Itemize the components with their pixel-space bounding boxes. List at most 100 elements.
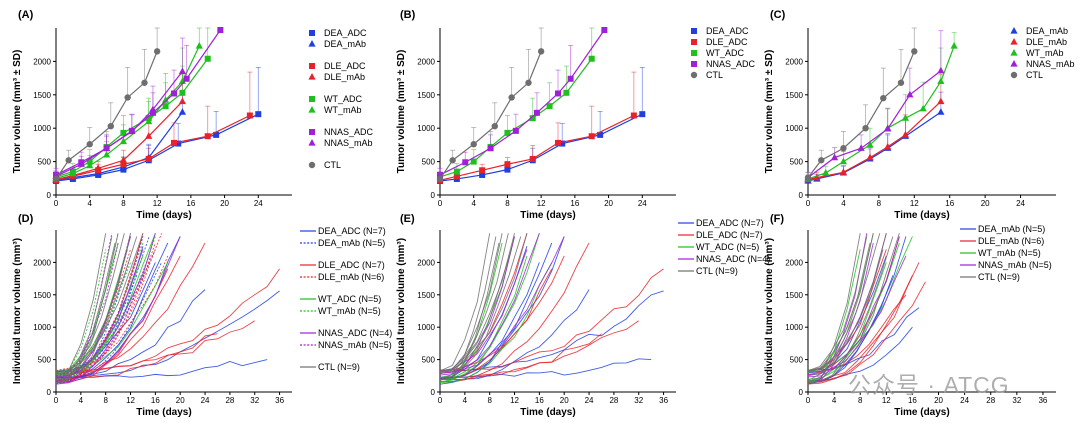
- series-line: [807, 70, 942, 179]
- individual-trace: [56, 236, 113, 380]
- data-point: [178, 67, 187, 75]
- individual-trace: [56, 233, 156, 376]
- y-tick-label: 0: [799, 191, 804, 200]
- legend-entry: WT_ADC (N=5): [678, 242, 759, 252]
- data-point: [217, 27, 224, 34]
- data-point: [937, 66, 945, 74]
- individual-trace: [440, 236, 515, 380]
- individual-trace: [440, 233, 528, 374]
- data-point: [491, 122, 498, 130]
- legend-label: DEA_mAb (N=5): [318, 238, 385, 248]
- data-point: [246, 112, 253, 119]
- legend-label: DLE_ADC (N=7): [696, 230, 763, 240]
- x-tick-label: 36: [659, 396, 668, 405]
- legend: DEA_ADC (N=7) DLE_ADC (N=7) WT_ADC (N=5) NN…: [678, 218, 770, 276]
- legend-label: DLE_ADC (N=7): [318, 260, 385, 270]
- individual-trace: [440, 236, 497, 380]
- y-tick-label: 2000: [785, 258, 803, 267]
- legend-entry: NNAS_mAb: [308, 138, 373, 148]
- legend-label: NNAS_mAb (N=5): [978, 260, 1052, 270]
- y-tick-label: 500: [422, 158, 436, 167]
- individual-trace: [440, 333, 602, 381]
- series-line: [439, 114, 635, 181]
- data-point: [559, 140, 566, 147]
- individual-trace: [440, 242, 500, 381]
- legend-label: NNAS_ADC: [706, 59, 756, 69]
- data-point: [213, 131, 220, 138]
- legend-label: NNAS_ADC (N=4): [696, 254, 770, 264]
- legend-label: CTL (N=9): [318, 362, 360, 372]
- y-tick-label: 2000: [785, 57, 803, 66]
- individual-trace: [808, 236, 868, 372]
- individual-trace: [56, 242, 119, 377]
- legend-label: WT_mAb: [1026, 48, 1064, 58]
- x-tick-label: 24: [960, 396, 969, 405]
- legend-label: CTL: [324, 160, 341, 170]
- data-point: [950, 42, 958, 49]
- watermark: 公众号 · ATCG: [848, 372, 1010, 398]
- x-axis-label: Time (days): [520, 407, 575, 418]
- legend-label: NNAS_mAb: [1026, 59, 1075, 69]
- legend-entry: DLE_ADC (N=7): [300, 260, 385, 270]
- individual-trace: [808, 236, 894, 384]
- traces-dle: [440, 233, 664, 383]
- legend-marker: [308, 161, 316, 169]
- legend-label: DEA_ADC (N=7): [696, 218, 764, 228]
- legend-entry: DLE_mAb (N=6): [300, 272, 384, 282]
- individual-trace: [808, 233, 900, 384]
- legend-entry: WT_mAb (N=5): [960, 248, 1041, 258]
- y-tick-label: 1000: [785, 323, 803, 332]
- legend: DEA_mAb (N=5) DLE_mAb (N=6) WT_mAb (N=5) NN…: [960, 224, 1052, 282]
- individual-trace: [808, 326, 913, 382]
- series-line: [55, 45, 200, 179]
- individual-trace: [56, 233, 113, 384]
- legend-label: WT_ADC: [324, 94, 363, 104]
- y-tick-label: 1500: [785, 91, 803, 100]
- individual-trace: [56, 255, 169, 373]
- data-point: [171, 90, 177, 97]
- individual-trace: [440, 262, 553, 383]
- legend-marker: [309, 96, 315, 102]
- legend-marker: [1010, 49, 1018, 56]
- x-tick-label: 24: [201, 396, 210, 405]
- data-point: [866, 153, 874, 161]
- data-point: [884, 124, 892, 132]
- data-point: [162, 103, 169, 110]
- data-point: [453, 168, 460, 175]
- y-tick-label: 2000: [33, 57, 51, 66]
- legend-label: WT_ADC (N=5): [696, 242, 759, 252]
- x-tick-label: 4: [87, 199, 92, 208]
- x-axis-label: Time (days): [894, 407, 949, 418]
- panel-letter: (D): [18, 213, 34, 225]
- y-tick-label: 1500: [785, 291, 803, 300]
- data-point: [119, 137, 128, 145]
- series-line: [55, 101, 183, 181]
- legend-entry: DLE_ADC: [691, 37, 748, 47]
- series-nnas-mab: [52, 37, 187, 179]
- x-tick-label: 0: [438, 199, 443, 208]
- y-tick-label: 2000: [417, 57, 435, 66]
- data-point: [195, 42, 203, 49]
- legend-entry: CTL (N=9): [960, 272, 1020, 282]
- legend-label: DEA_ADC: [706, 26, 749, 36]
- x-tick-label: 36: [275, 396, 284, 405]
- individual-trace: [56, 242, 116, 382]
- legend-entry: WT_mAb: [1010, 48, 1064, 58]
- data-point: [204, 133, 211, 140]
- y-tick-label: 0: [799, 388, 804, 397]
- individual-trace: [56, 233, 156, 384]
- x-tick-label: 20: [934, 396, 943, 405]
- data-point: [533, 109, 540, 116]
- legend-label: DEA_ADC: [324, 28, 367, 38]
- data-point: [65, 157, 72, 164]
- x-tick-label: 4: [79, 396, 84, 405]
- panel-letter: (B): [400, 9, 416, 21]
- x-tick-label: 36: [1038, 396, 1047, 405]
- x-tick-label: 20: [604, 199, 613, 208]
- data-point: [69, 169, 77, 177]
- y-tick-label: 2000: [417, 258, 435, 267]
- data-point: [839, 157, 848, 165]
- x-axis-label: Time (days): [520, 210, 575, 221]
- individual-trace: [56, 236, 138, 374]
- data-point: [479, 167, 486, 174]
